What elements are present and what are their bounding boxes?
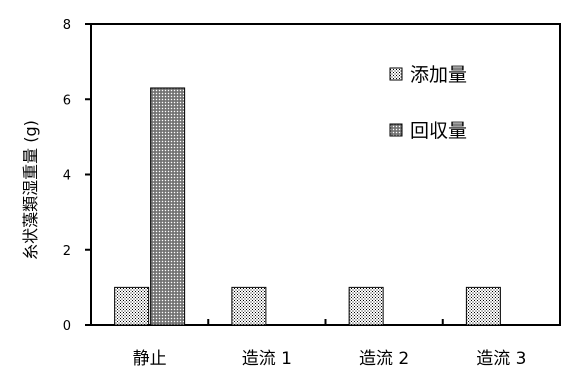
y-tick-label: 8 — [63, 18, 71, 33]
y-axis: 0 2 4 6 8 — [63, 18, 91, 334]
bar-added — [231, 286, 267, 326]
bar-added — [348, 286, 384, 326]
y-tick-label: 6 — [63, 93, 71, 108]
x-axis: 静止 造流 1 造流 2 造流 3 — [133, 319, 526, 369]
x-tick-label: 造流 3 — [476, 349, 526, 369]
legend-swatch — [389, 67, 403, 81]
x-tick-label: 静止 — [133, 349, 167, 369]
bar-added — [114, 286, 150, 326]
y-tick-label: 0 — [63, 319, 71, 334]
x-tick-label: 造流 2 — [359, 349, 409, 369]
legend-label: 添加量 — [410, 64, 467, 86]
bar-added — [465, 286, 501, 326]
y-axis-label: 糸状藻類湿重量 (g) — [21, 120, 40, 260]
legend-label: 回収量 — [410, 120, 467, 142]
bar-recovered — [150, 87, 186, 326]
x-tick-label: 造流 1 — [242, 349, 292, 369]
legend-swatch — [389, 123, 403, 137]
y-tick-label: 4 — [63, 169, 71, 184]
y-tick-label: 2 — [63, 244, 71, 259]
bars — [114, 87, 501, 326]
